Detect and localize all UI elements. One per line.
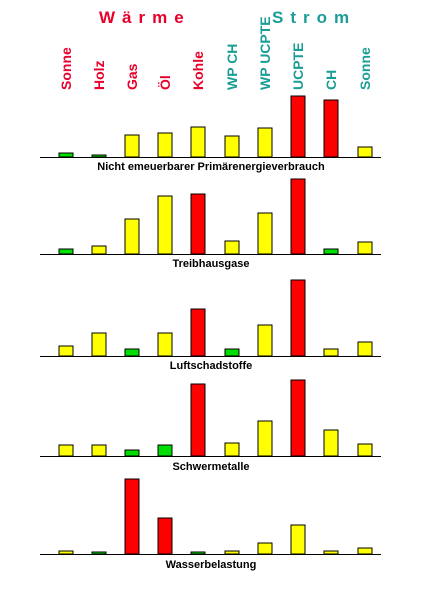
bar [224,442,240,457]
bar [357,443,373,457]
bar [357,547,373,555]
bar [157,517,173,555]
bar [257,212,273,255]
bar [91,154,107,158]
bar [91,444,107,457]
bar [323,429,339,457]
chart-panel: Treibhausgase [40,178,381,270]
bar [257,324,273,357]
bar [290,279,306,357]
bar [224,240,240,255]
bar [58,248,74,255]
bar [157,195,173,255]
bar [323,99,339,158]
bar [91,332,107,357]
bar [190,126,206,158]
bar [124,478,140,555]
bar [124,134,140,158]
bar [58,444,74,457]
bar [157,132,173,158]
bar [190,308,206,357]
panel-caption: Luftschadstoffe [170,360,253,372]
bar [224,550,240,555]
bar [124,348,140,357]
chart-panel: Nicht emeuerbarer Primärenergieverbrauch [40,95,381,173]
panel-caption: Wasserbelastung [166,559,257,571]
bar [323,348,339,357]
bar [290,178,306,255]
chart-panel: Schwermetalle [40,379,381,473]
bar [224,348,240,357]
bar [323,248,339,255]
bar [357,241,373,255]
panel-caption: Schwermetalle [172,461,249,473]
panel-caption: Nicht emeuerbarer Primärenergieverbrauch [97,161,325,173]
bar [357,146,373,158]
bar [190,193,206,255]
bar [290,524,306,555]
bar [290,379,306,457]
chart-panel: Luftschadstoffe [40,279,381,372]
bar [124,449,140,457]
group-title-strom: Strom [272,8,357,27]
bar [58,345,74,357]
bar [357,341,373,357]
bar [91,551,107,555]
bar [58,550,74,555]
bar [157,444,173,457]
bar [290,95,306,158]
bar [58,152,74,158]
bar [257,542,273,555]
bar [190,551,206,555]
bar [124,218,140,255]
chart-panel: Wasserbelastung [40,478,381,571]
bar [257,420,273,457]
panel-caption: Treibhausgase [172,258,249,270]
bar [91,245,107,255]
group-title-waerme: Wärme [99,8,191,27]
bar [224,135,240,158]
bar [190,383,206,457]
bar [157,332,173,357]
bar [257,127,273,158]
bar [323,550,339,555]
